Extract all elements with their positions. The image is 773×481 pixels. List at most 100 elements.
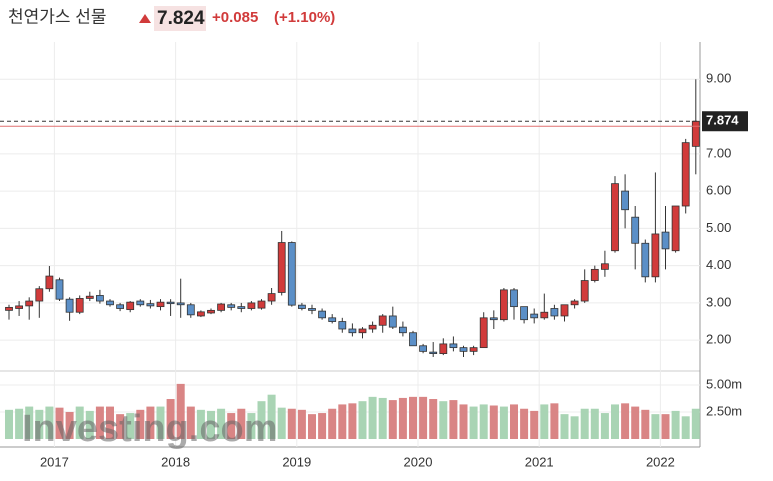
volume-bar [590, 408, 599, 439]
candle-body [146, 303, 155, 307]
candle-body [368, 324, 377, 330]
volume-bar [631, 406, 640, 439]
candle-body [328, 317, 337, 322]
candle-body [439, 343, 448, 354]
volume-bar [75, 406, 84, 439]
candle-body [388, 315, 397, 328]
candle-body [570, 300, 579, 306]
change: +0.085 [212, 9, 258, 26]
candle-body [621, 190, 629, 211]
volume-bar [106, 406, 114, 439]
volume-bar [429, 399, 438, 439]
volume-bar [186, 406, 195, 439]
x-tick-label: 2019 [282, 454, 311, 469]
candle-body [358, 328, 367, 334]
volume-bar [308, 414, 316, 439]
volume-bar [156, 406, 165, 439]
volume-bar [378, 397, 387, 439]
volume-bar [439, 401, 448, 439]
volume-bar [85, 410, 94, 439]
volume-bar [247, 413, 256, 439]
watermark: Investing.com [22, 408, 278, 450]
volume-bar [55, 407, 64, 439]
candle-body [499, 289, 508, 321]
volume-bar [570, 416, 579, 439]
y2-tick-label: 2.50m [706, 403, 742, 418]
volume-bar [15, 408, 24, 439]
candle-body [35, 288, 44, 302]
candle-body [641, 242, 650, 278]
candle-body [510, 289, 518, 308]
candle-body [348, 328, 357, 334]
volume-bar [45, 406, 54, 439]
candle-body [45, 275, 54, 290]
volume-bar [257, 401, 266, 439]
candle-body [469, 347, 478, 352]
volume-bar [499, 406, 508, 439]
candle-body [75, 298, 84, 313]
volume-bar [176, 383, 185, 439]
candle-body [520, 306, 528, 321]
volume-bar [409, 396, 417, 439]
y-tick-label: 7.00 [706, 145, 731, 160]
candle-body [5, 306, 13, 311]
volume-bar [318, 413, 327, 439]
candle-body [247, 302, 256, 309]
candle-body [530, 313, 539, 319]
candle-body [318, 310, 327, 319]
volume-bar [227, 413, 236, 439]
candle-body [85, 295, 94, 299]
volume-bar [237, 408, 246, 439]
volume-bar [207, 410, 215, 439]
volume-bar [419, 396, 428, 439]
volume-bar [328, 408, 337, 439]
volume-bar [661, 414, 670, 439]
chart-title: 천연가스 선물 [8, 7, 107, 26]
y-tick-label: 4.00 [706, 257, 731, 272]
volume-bar [580, 408, 589, 439]
volume-bar [550, 403, 559, 439]
candle-body [267, 293, 276, 302]
volume-bar [368, 396, 377, 439]
candle-body [156, 301, 165, 308]
candle-body [116, 304, 124, 309]
volume-bar [530, 410, 539, 439]
volume-bar [449, 400, 458, 439]
candle-body [277, 242, 286, 293]
volume-bar [297, 409, 306, 439]
volume-bar [65, 411, 74, 439]
volume-bar [126, 413, 135, 439]
candle-body [590, 268, 599, 281]
volume-bar [146, 406, 155, 439]
x-tick-label: 2020 [404, 454, 433, 469]
candle-body [661, 231, 670, 250]
price: 7.824 [157, 8, 205, 29]
candle-body [429, 351, 438, 355]
candle-body [409, 332, 417, 347]
candle-body [540, 311, 549, 319]
volume-bar [621, 403, 630, 439]
candle-body [136, 300, 145, 306]
volume-bar [287, 408, 296, 439]
candle-body [651, 233, 660, 278]
y-tick-label: 3.00 [706, 294, 731, 309]
volume-bar [489, 405, 498, 439]
candle-body [126, 301, 135, 311]
volume-bar [691, 408, 700, 439]
candle-body [237, 306, 246, 309]
candle-body [419, 345, 428, 352]
volume-bar [277, 407, 286, 439]
volume-bar [388, 400, 397, 439]
volume-bar [510, 404, 518, 439]
candle-body [479, 317, 488, 349]
candle-body [176, 302, 185, 306]
y2-tick-label: 5.00m [706, 376, 742, 391]
x-tick-label: 2021 [525, 454, 554, 469]
price-bg [154, 6, 206, 31]
volume-bar [217, 408, 226, 439]
volume-bar [459, 404, 468, 439]
candle-body [207, 309, 215, 314]
volume-bar [196, 409, 205, 439]
candle-body [186, 304, 195, 316]
